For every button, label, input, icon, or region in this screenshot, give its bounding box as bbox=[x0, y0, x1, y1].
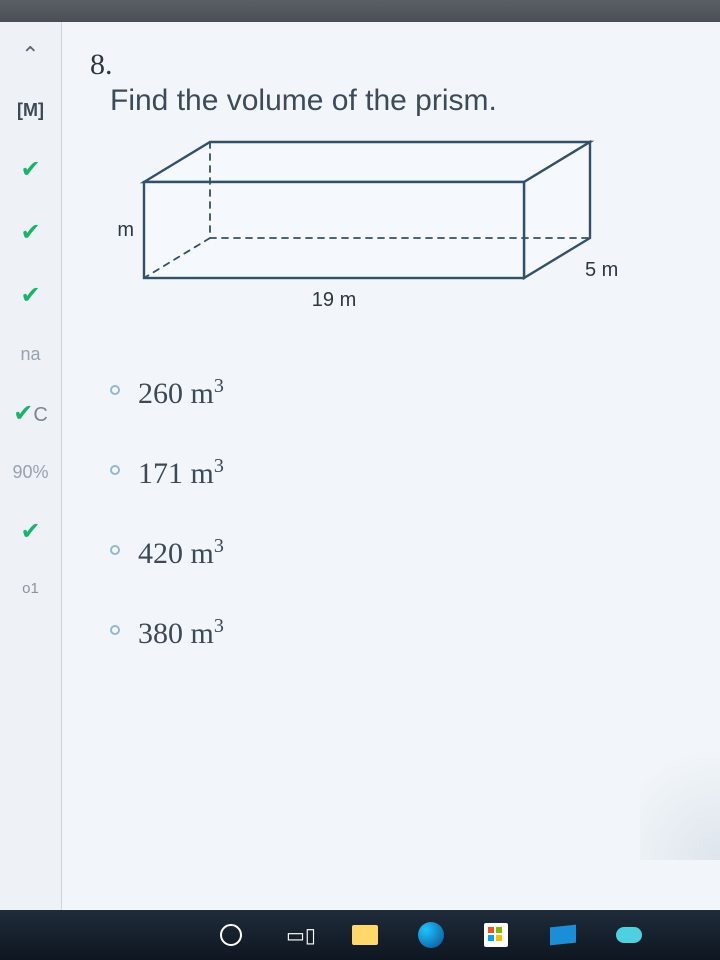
mail-icon[interactable] bbox=[550, 926, 578, 944]
radio-icon bbox=[110, 385, 120, 395]
sidebar-item-correct-4[interactable]: ✔ bbox=[0, 517, 61, 546]
radio-icon bbox=[110, 545, 120, 555]
sidebar-item-na[interactable]: na bbox=[0, 344, 61, 365]
option-label: 171 m3 bbox=[138, 455, 224, 491]
option-label: 260 m3 bbox=[138, 375, 224, 411]
sidebar-item-percent[interactable]: 90% bbox=[0, 462, 61, 483]
sidebar-item-m[interactable]: [M] bbox=[0, 100, 61, 121]
question-prompt: Find the volume of the prism. bbox=[110, 84, 692, 118]
answer-options: 260 m3 171 m3 420 m3 380 m3 bbox=[110, 375, 692, 651]
cortana-icon[interactable] bbox=[220, 924, 248, 946]
task-view-icon[interactable]: ▭▯ bbox=[286, 923, 314, 948]
chevron-up-icon: ⌄ bbox=[21, 40, 39, 66]
svg-text:4 m: 4 m bbox=[114, 219, 134, 241]
windows-taskbar[interactable]: ▭▯ bbox=[0, 910, 720, 960]
sidebar-item-o1[interactable]: o1 bbox=[0, 580, 61, 597]
window-titlebar bbox=[0, 0, 720, 22]
option-d[interactable]: 380 m3 bbox=[110, 615, 692, 651]
cloud-icon[interactable] bbox=[616, 927, 644, 943]
checkmark-icon: ✔ bbox=[13, 399, 33, 428]
sidebar-item-correct-2[interactable]: ✔ bbox=[0, 218, 61, 247]
option-a[interactable]: 260 m3 bbox=[110, 375, 692, 411]
radio-icon bbox=[110, 625, 120, 635]
store-icon[interactable] bbox=[484, 923, 512, 947]
scroll-up-button[interactable]: ⌄ bbox=[0, 40, 61, 66]
question-panel: 8. Find the volume of the prism. 4 m 5 m 1… bbox=[62, 22, 720, 910]
radio-icon bbox=[110, 465, 120, 475]
sidebar-item-retry[interactable]: ✔C bbox=[0, 399, 61, 428]
option-label: 420 m3 bbox=[138, 535, 224, 571]
prism-diagram: 4 m 5 m 19 m bbox=[114, 136, 692, 341]
svg-text:19 m: 19 m bbox=[312, 289, 356, 311]
edge-icon[interactable] bbox=[418, 922, 446, 948]
prism-svg: 4 m 5 m 19 m bbox=[114, 136, 634, 336]
option-b[interactable]: 171 m3 bbox=[110, 455, 692, 491]
svg-text:5 m: 5 m bbox=[585, 259, 618, 281]
question-nav-sidebar: ⌄ [M] ✔ ✔ ✔ na ✔C 90% ✔ o1 bbox=[0, 22, 62, 910]
option-c[interactable]: 420 m3 bbox=[110, 535, 692, 571]
file-explorer-icon[interactable] bbox=[352, 925, 380, 945]
photo-glare bbox=[640, 720, 720, 860]
sidebar-item-correct-3[interactable]: ✔ bbox=[0, 281, 61, 310]
option-label: 380 m3 bbox=[138, 615, 224, 651]
question-number: 8. bbox=[90, 48, 692, 82]
screen: ⌄ [M] ✔ ✔ ✔ na ✔C 90% ✔ o1 8. Find the v… bbox=[0, 0, 720, 960]
sidebar-item-correct-1[interactable]: ✔ bbox=[0, 155, 61, 184]
workspace: ⌄ [M] ✔ ✔ ✔ na ✔C 90% ✔ o1 8. Find the v… bbox=[0, 22, 720, 910]
retry-icon: C bbox=[33, 404, 47, 427]
